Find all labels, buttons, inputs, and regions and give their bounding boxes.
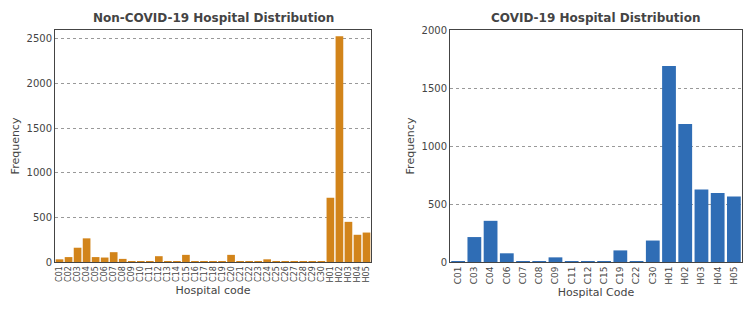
svg-text:C06: C06 — [100, 266, 109, 282]
svg-text:H02: H02 — [335, 266, 344, 282]
svg-text:C15: C15 — [182, 266, 191, 282]
svg-text:Frequency: Frequency — [404, 117, 417, 174]
svg-text:1000: 1000 — [422, 141, 447, 152]
svg-text:C23: C23 — [254, 266, 263, 282]
svg-text:C17: C17 — [200, 266, 209, 282]
svg-text:2000: 2000 — [422, 25, 447, 36]
svg-text:2500: 2500 — [27, 33, 52, 44]
svg-text:C08: C08 — [118, 266, 127, 282]
svg-text:Hospital Code: Hospital Code — [558, 286, 635, 299]
svg-text:C19: C19 — [218, 266, 227, 282]
svg-text:H03: H03 — [344, 266, 353, 282]
svg-text:Non-COVID-19 Hospital Distribu: Non-COVID-19 Hospital Distribution — [93, 11, 334, 25]
svg-text:C03: C03 — [73, 266, 82, 282]
svg-text:C29: C29 — [308, 266, 317, 282]
svg-text:500: 500 — [428, 199, 447, 210]
svg-text:0: 0 — [46, 257, 52, 268]
svg-text:H05: H05 — [362, 266, 371, 282]
svg-text:H03: H03 — [696, 267, 706, 285]
svg-text:C04: C04 — [486, 266, 496, 284]
svg-text:C16: C16 — [191, 266, 200, 282]
svg-text:C06: C06 — [502, 266, 512, 284]
svg-text:C12: C12 — [583, 267, 593, 285]
svg-text:C26: C26 — [281, 266, 290, 282]
svg-text:C09: C09 — [127, 266, 136, 282]
svg-text:1000: 1000 — [27, 167, 52, 178]
svg-text:C18: C18 — [209, 266, 218, 282]
svg-text:C01: C01 — [55, 266, 64, 282]
svg-text:C07: C07 — [109, 266, 118, 282]
svg-text:C30: C30 — [648, 266, 658, 284]
svg-text:Hospital code: Hospital code — [176, 284, 251, 297]
svg-text:C27: C27 — [290, 266, 299, 282]
svg-text:C13: C13 — [163, 266, 172, 282]
svg-text:H04: H04 — [353, 266, 362, 282]
svg-text:C28: C28 — [299, 266, 308, 282]
svg-text:C04: C04 — [82, 266, 91, 282]
svg-text:C07: C07 — [518, 267, 528, 285]
svg-text:C05: C05 — [91, 266, 100, 282]
svg-text:C24: C24 — [263, 266, 272, 282]
svg-text:C12: C12 — [154, 266, 163, 282]
svg-text:C14: C14 — [172, 266, 181, 282]
svg-text:C22: C22 — [245, 266, 254, 282]
svg-text:500: 500 — [33, 212, 52, 223]
svg-text:C01: C01 — [453, 267, 463, 285]
svg-text:COVID-19 Hospital Distribution: COVID-19 Hospital Distribution — [491, 11, 701, 25]
svg-text:H05: H05 — [729, 267, 739, 285]
svg-text:C11: C11 — [145, 266, 154, 282]
svg-text:H04: H04 — [713, 266, 723, 284]
svg-text:2000: 2000 — [27, 78, 52, 89]
svg-text:C03: C03 — [469, 267, 479, 285]
svg-text:1500: 1500 — [27, 123, 52, 134]
svg-text:C21: C21 — [236, 266, 245, 282]
svg-text:C11: C11 — [567, 267, 577, 285]
svg-text:1500: 1500 — [422, 83, 447, 94]
svg-text:C10: C10 — [136, 266, 145, 282]
svg-text:C09: C09 — [550, 266, 560, 284]
svg-text:H01: H01 — [326, 266, 335, 282]
svg-text:C19: C19 — [615, 266, 625, 284]
svg-text:C08: C08 — [534, 266, 544, 284]
svg-text:H02: H02 — [680, 267, 690, 285]
svg-text:C02: C02 — [64, 266, 73, 282]
svg-text:C25: C25 — [272, 266, 281, 282]
svg-text:Frequency: Frequency — [9, 117, 22, 174]
svg-text:C30: C30 — [317, 266, 326, 282]
svg-text:C15: C15 — [599, 267, 609, 285]
svg-text:0: 0 — [441, 257, 447, 268]
svg-text:H01: H01 — [664, 267, 674, 285]
svg-text:C20: C20 — [227, 266, 236, 282]
svg-text:C22: C22 — [631, 267, 641, 285]
